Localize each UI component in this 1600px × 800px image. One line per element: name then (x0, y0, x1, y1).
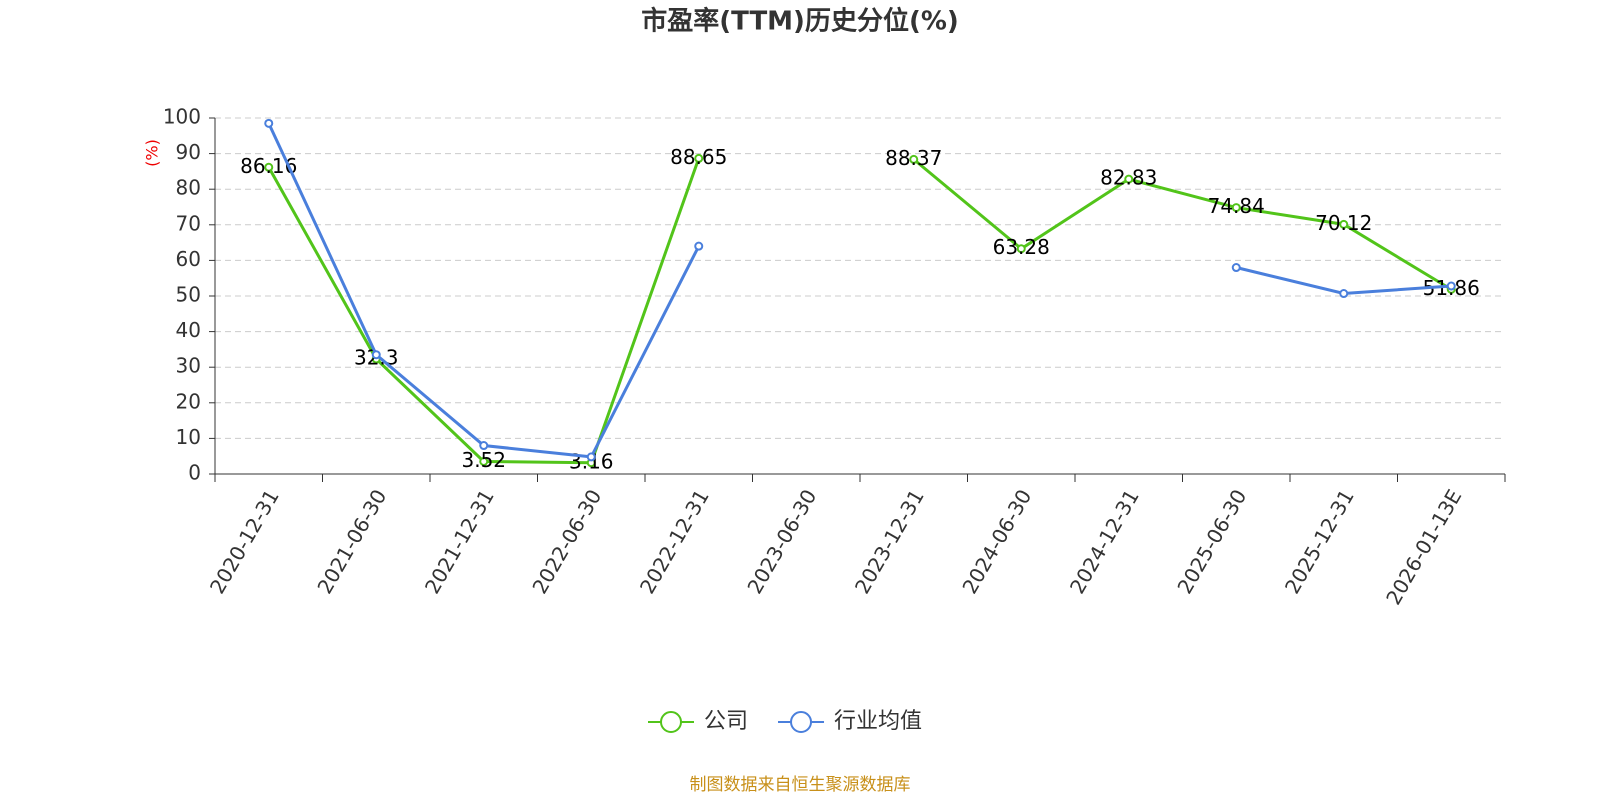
x-tick-label: 2026-01-13E (1381, 485, 1466, 609)
data-point (909, 154, 919, 164)
y-tick-label: 40 (176, 318, 201, 342)
data-label: 63.28 (993, 235, 1050, 259)
y-tick-label: 10 (176, 425, 201, 449)
series-line (267, 122, 1452, 459)
y-tick-label: 100 (163, 105, 201, 129)
data-label: 74.84 (1208, 194, 1265, 218)
legend-marker (790, 711, 813, 733)
x-tick-label: 2020-12-31 (205, 485, 284, 598)
data-point (479, 456, 489, 466)
data-point (1016, 244, 1026, 254)
data-point (371, 350, 381, 360)
y-tick-label: 20 (176, 389, 201, 413)
y-tick-label: 50 (176, 283, 201, 307)
data-point (1446, 281, 1456, 291)
legend-item[interactable]: 行业均值 (778, 709, 922, 734)
data-label: 88.65 (670, 145, 727, 169)
x-tick-label: 2025-06-30 (1172, 485, 1251, 598)
y-tick-label: 60 (176, 247, 201, 271)
legend-label: 行业均值 (834, 709, 922, 734)
data-point (1339, 289, 1349, 299)
data-label: 82.83 (1100, 166, 1157, 190)
x-tick-label: 2025-12-31 (1280, 485, 1359, 598)
y-tick-label: 70 (176, 211, 201, 235)
data-point (1124, 174, 1134, 184)
data-point (694, 153, 704, 163)
data-label: 88.37 (885, 146, 942, 170)
data-point (1231, 263, 1241, 273)
x-tick-label: 2023-12-31 (850, 485, 929, 598)
data-point (264, 162, 274, 172)
x-tick-label: 2021-06-30 (312, 485, 391, 598)
y-tick-label: 90 (176, 140, 201, 164)
data-point (1339, 219, 1349, 229)
data-label: 70.12 (1315, 211, 1372, 235)
series-line (267, 157, 1453, 465)
y-tick-label: 30 (176, 354, 201, 378)
data-point (1231, 203, 1241, 213)
data-point (586, 452, 596, 462)
y-axis-label: (%) (143, 139, 162, 167)
x-tick-label: 2022-06-30 (527, 485, 606, 598)
data-point (479, 441, 489, 451)
x-tick-label: 2024-06-30 (957, 485, 1036, 598)
x-tick-label: 2022-12-31 (635, 485, 714, 598)
y-tick-label: 80 (176, 176, 201, 200)
legend-item[interactable]: 公司 (648, 709, 748, 734)
x-tick-label: 2021-12-31 (420, 485, 499, 598)
x-tick-label: 2023-06-30 (742, 485, 821, 598)
chart-title: 市盈率(TTM)历史分位(%) (641, 6, 959, 37)
legend-marker (660, 711, 682, 733)
x-tick-label: 2024-12-31 (1065, 485, 1144, 598)
y-tick-label: 0 (188, 461, 201, 485)
data-point (264, 118, 274, 128)
source-note: 制图数据来自恒生聚源数据库 (690, 775, 911, 795)
data-label: 3.52 (461, 448, 506, 472)
data-point (694, 241, 704, 251)
legend-label: 公司 (704, 709, 748, 734)
